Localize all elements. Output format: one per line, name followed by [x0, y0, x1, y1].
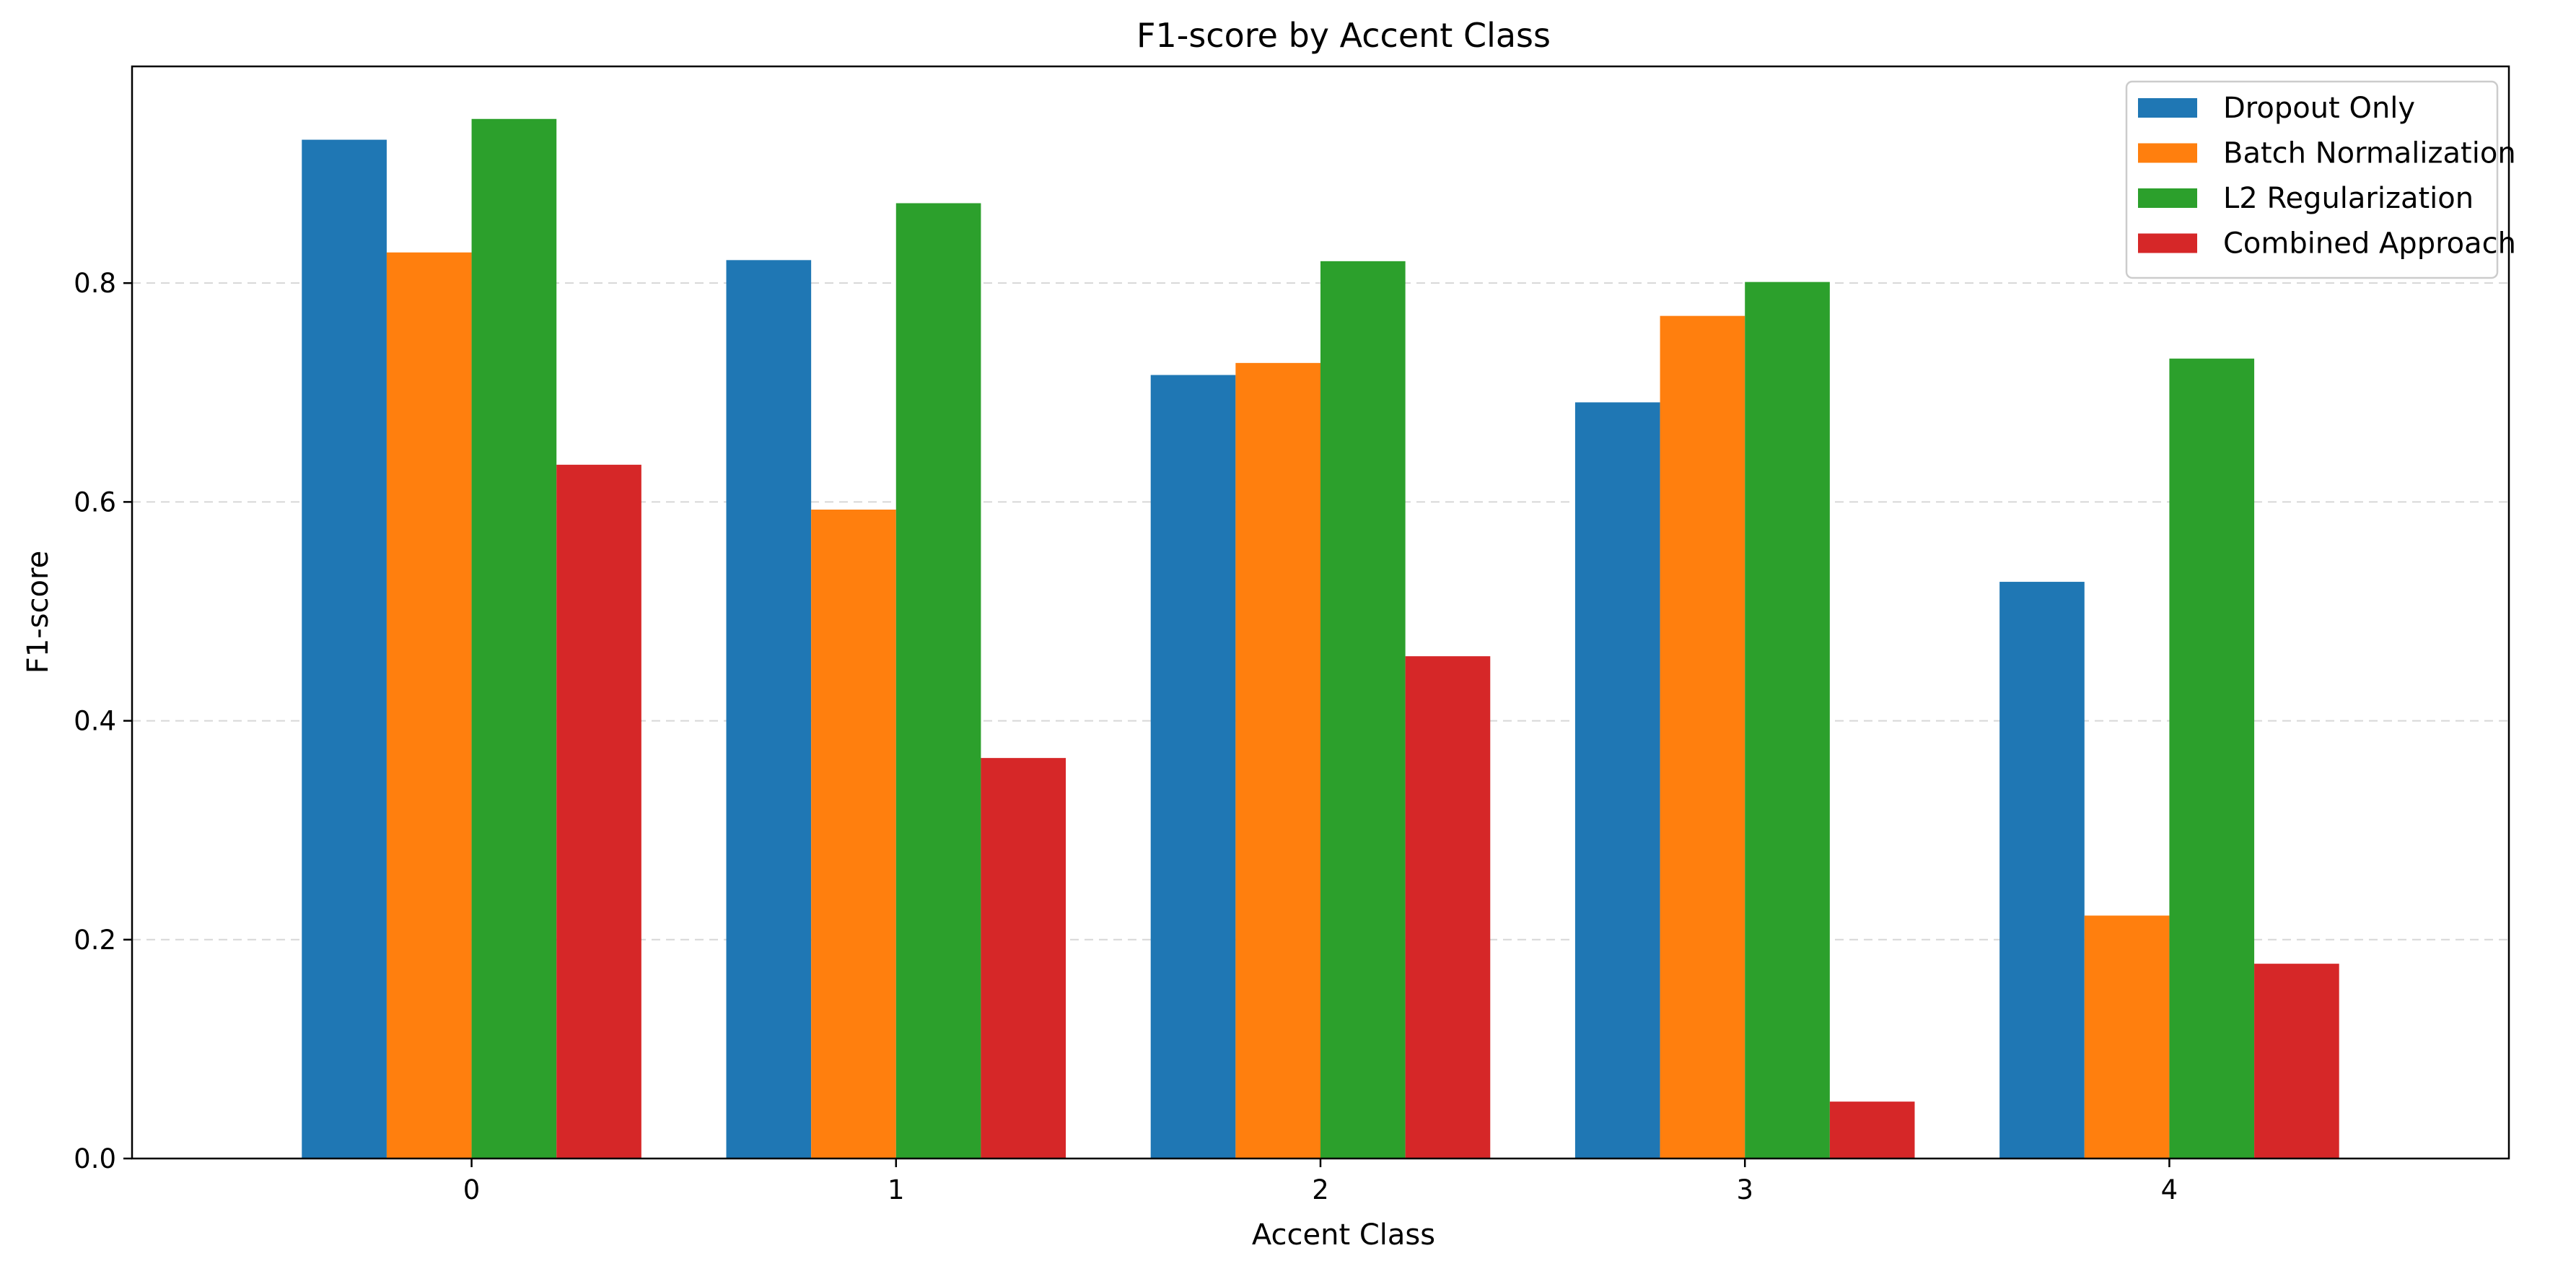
bar — [556, 464, 641, 1159]
bar — [1574, 402, 1660, 1159]
y-axis: 0.0 0.2 0.4 0.6 0.8 — [74, 268, 132, 1174]
bar — [1829, 1101, 1915, 1159]
y-tick-label: 0.0 — [74, 1143, 116, 1174]
legend-swatch — [2138, 233, 2197, 253]
bar — [1745, 282, 1830, 1159]
x-tick-label: 4 — [2161, 1174, 2178, 1205]
y-tick-label: 0.8 — [74, 268, 116, 299]
legend-label: Batch Normalization — [2223, 137, 2516, 170]
x-tick-label: 3 — [1736, 1174, 1753, 1205]
bar — [981, 758, 1066, 1159]
y-tick-label: 0.6 — [74, 487, 116, 518]
legend-swatch — [2138, 143, 2197, 163]
x-tick-label: 0 — [463, 1174, 481, 1205]
bar — [2084, 915, 2170, 1159]
bar — [302, 139, 387, 1159]
x-tick-label: 1 — [888, 1174, 905, 1205]
legend-swatch — [2138, 188, 2197, 208]
legend-box — [2125, 80, 2499, 279]
legend-swatch — [2138, 98, 2197, 118]
bar — [386, 252, 472, 1159]
bar — [1999, 582, 2085, 1159]
bar — [2254, 964, 2339, 1159]
bar — [1320, 261, 1406, 1159]
bar — [2169, 358, 2255, 1159]
y-tick-label: 0.4 — [74, 706, 116, 737]
y-axis-label: F1-score — [22, 551, 55, 673]
bar — [895, 203, 981, 1159]
bars — [302, 118, 2339, 1159]
bar — [1235, 362, 1320, 1159]
legend-label: Combined Approach — [2223, 227, 2516, 261]
legend: Dropout Only Batch Normalization L2 Regula… — [2125, 80, 2516, 279]
bar — [1150, 375, 1236, 1159]
y-tick-label: 0.2 — [74, 925, 116, 956]
legend-label: L2 Regularization — [2223, 182, 2474, 215]
bar — [471, 118, 557, 1159]
bar — [726, 260, 812, 1159]
bar — [1660, 315, 1745, 1159]
bar — [1405, 656, 1491, 1159]
chart-title: F1-score by Accent Class — [1136, 16, 1551, 55]
x-axis: 0 1 2 3 4 — [463, 1159, 2178, 1205]
x-axis-label: Accent Class — [1252, 1218, 1435, 1252]
x-tick-label: 2 — [1312, 1174, 1329, 1205]
legend-label: Dropout Only — [2223, 92, 2415, 125]
bar — [811, 509, 896, 1159]
